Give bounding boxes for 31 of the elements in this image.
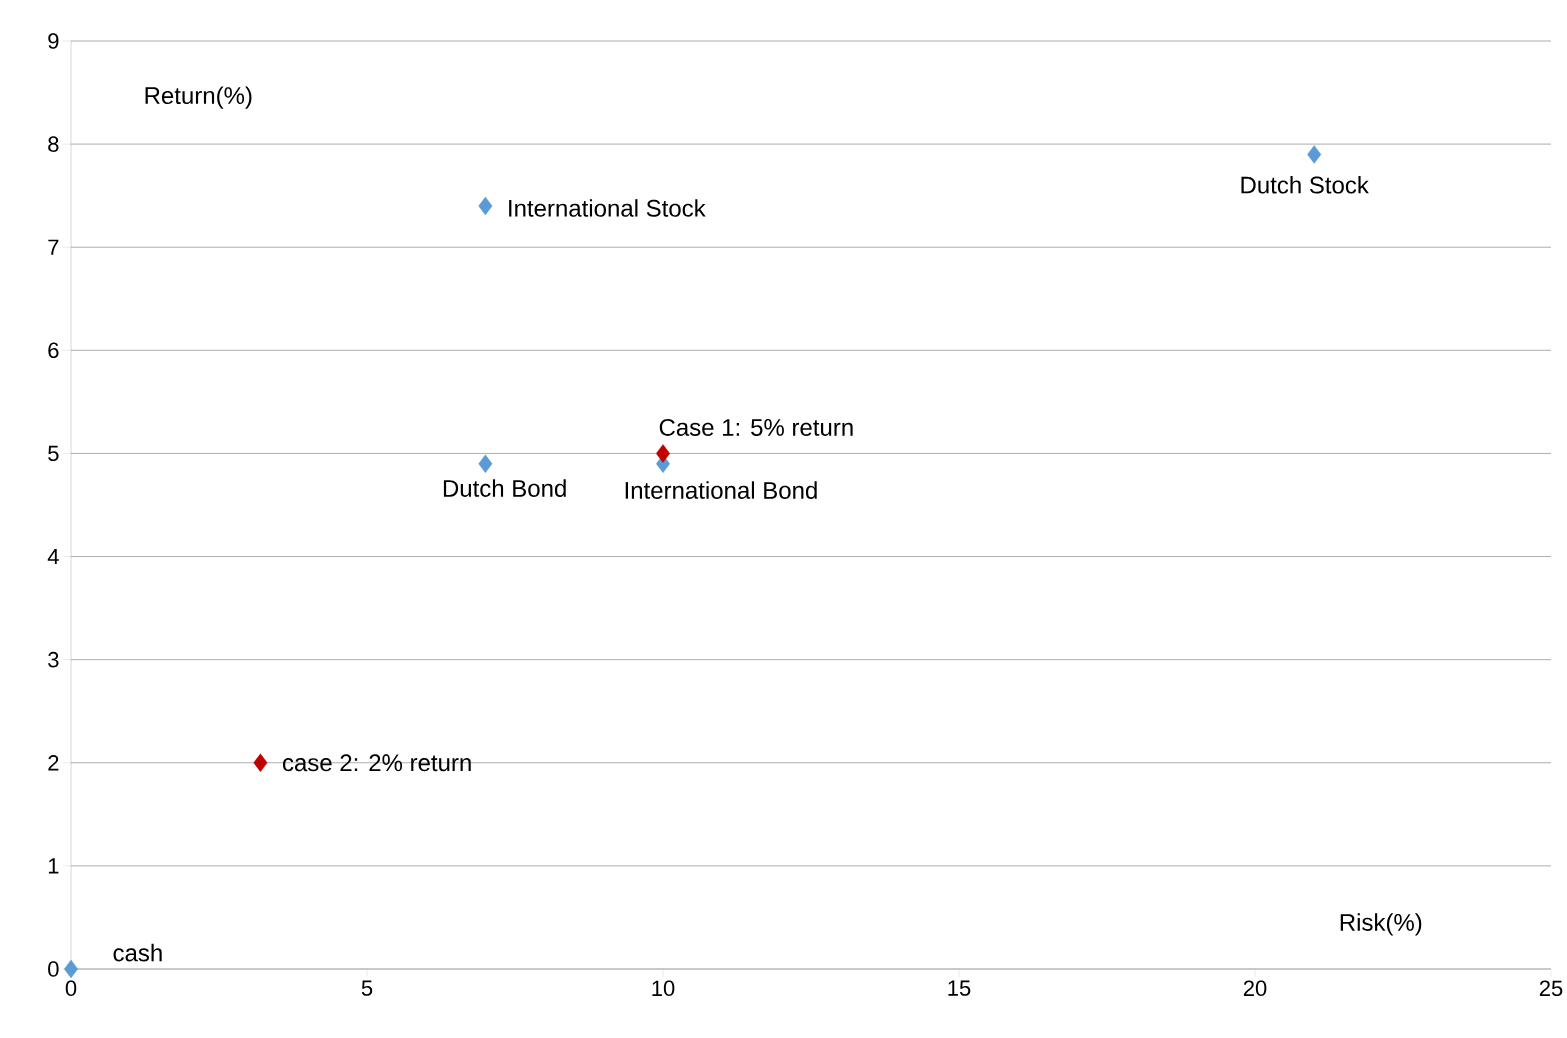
y-tick-label: 2 [48,755,59,771]
annotation: Dutch Stock [1241,175,1369,194]
point [656,444,670,463]
x-tick-label: 0 [65,980,77,997]
y-tick-label: 5 [48,445,59,462]
annotation: International Stock [509,199,706,217]
x-tick-label: 25 [1539,980,1563,997]
point [478,196,493,216]
annotation: International Bond [625,481,817,499]
point [64,959,78,979]
x-tick-label: 20 [1243,980,1267,997]
y-tick-label: 9 [48,33,59,49]
x-axis-title: Risk(%) [1340,913,1422,936]
x-tick-label: 5 [361,980,373,996]
point [253,753,268,772]
y-tick-label: 4 [47,548,59,565]
x-tick-label: 10 [652,980,675,997]
point [1307,145,1322,164]
annotation: cash [113,943,162,962]
y-tick-label: 8 [48,136,59,152]
y-tick-label: 3 [48,651,59,668]
annotation: Dutch Bond [443,479,566,497]
y-axis-title: Return(%) [145,86,252,109]
y-tick-label: 0 [48,961,59,977]
y-tick-label: 7 [48,239,59,255]
annotation: case 2: 2% return [283,754,471,772]
x-tick-label: 15 [948,980,971,996]
point [478,454,493,473]
annotation: Case 1: 5% return [659,418,853,436]
y-tick-label: 6 [48,342,59,359]
y-tick-label: 1 [48,858,59,874]
